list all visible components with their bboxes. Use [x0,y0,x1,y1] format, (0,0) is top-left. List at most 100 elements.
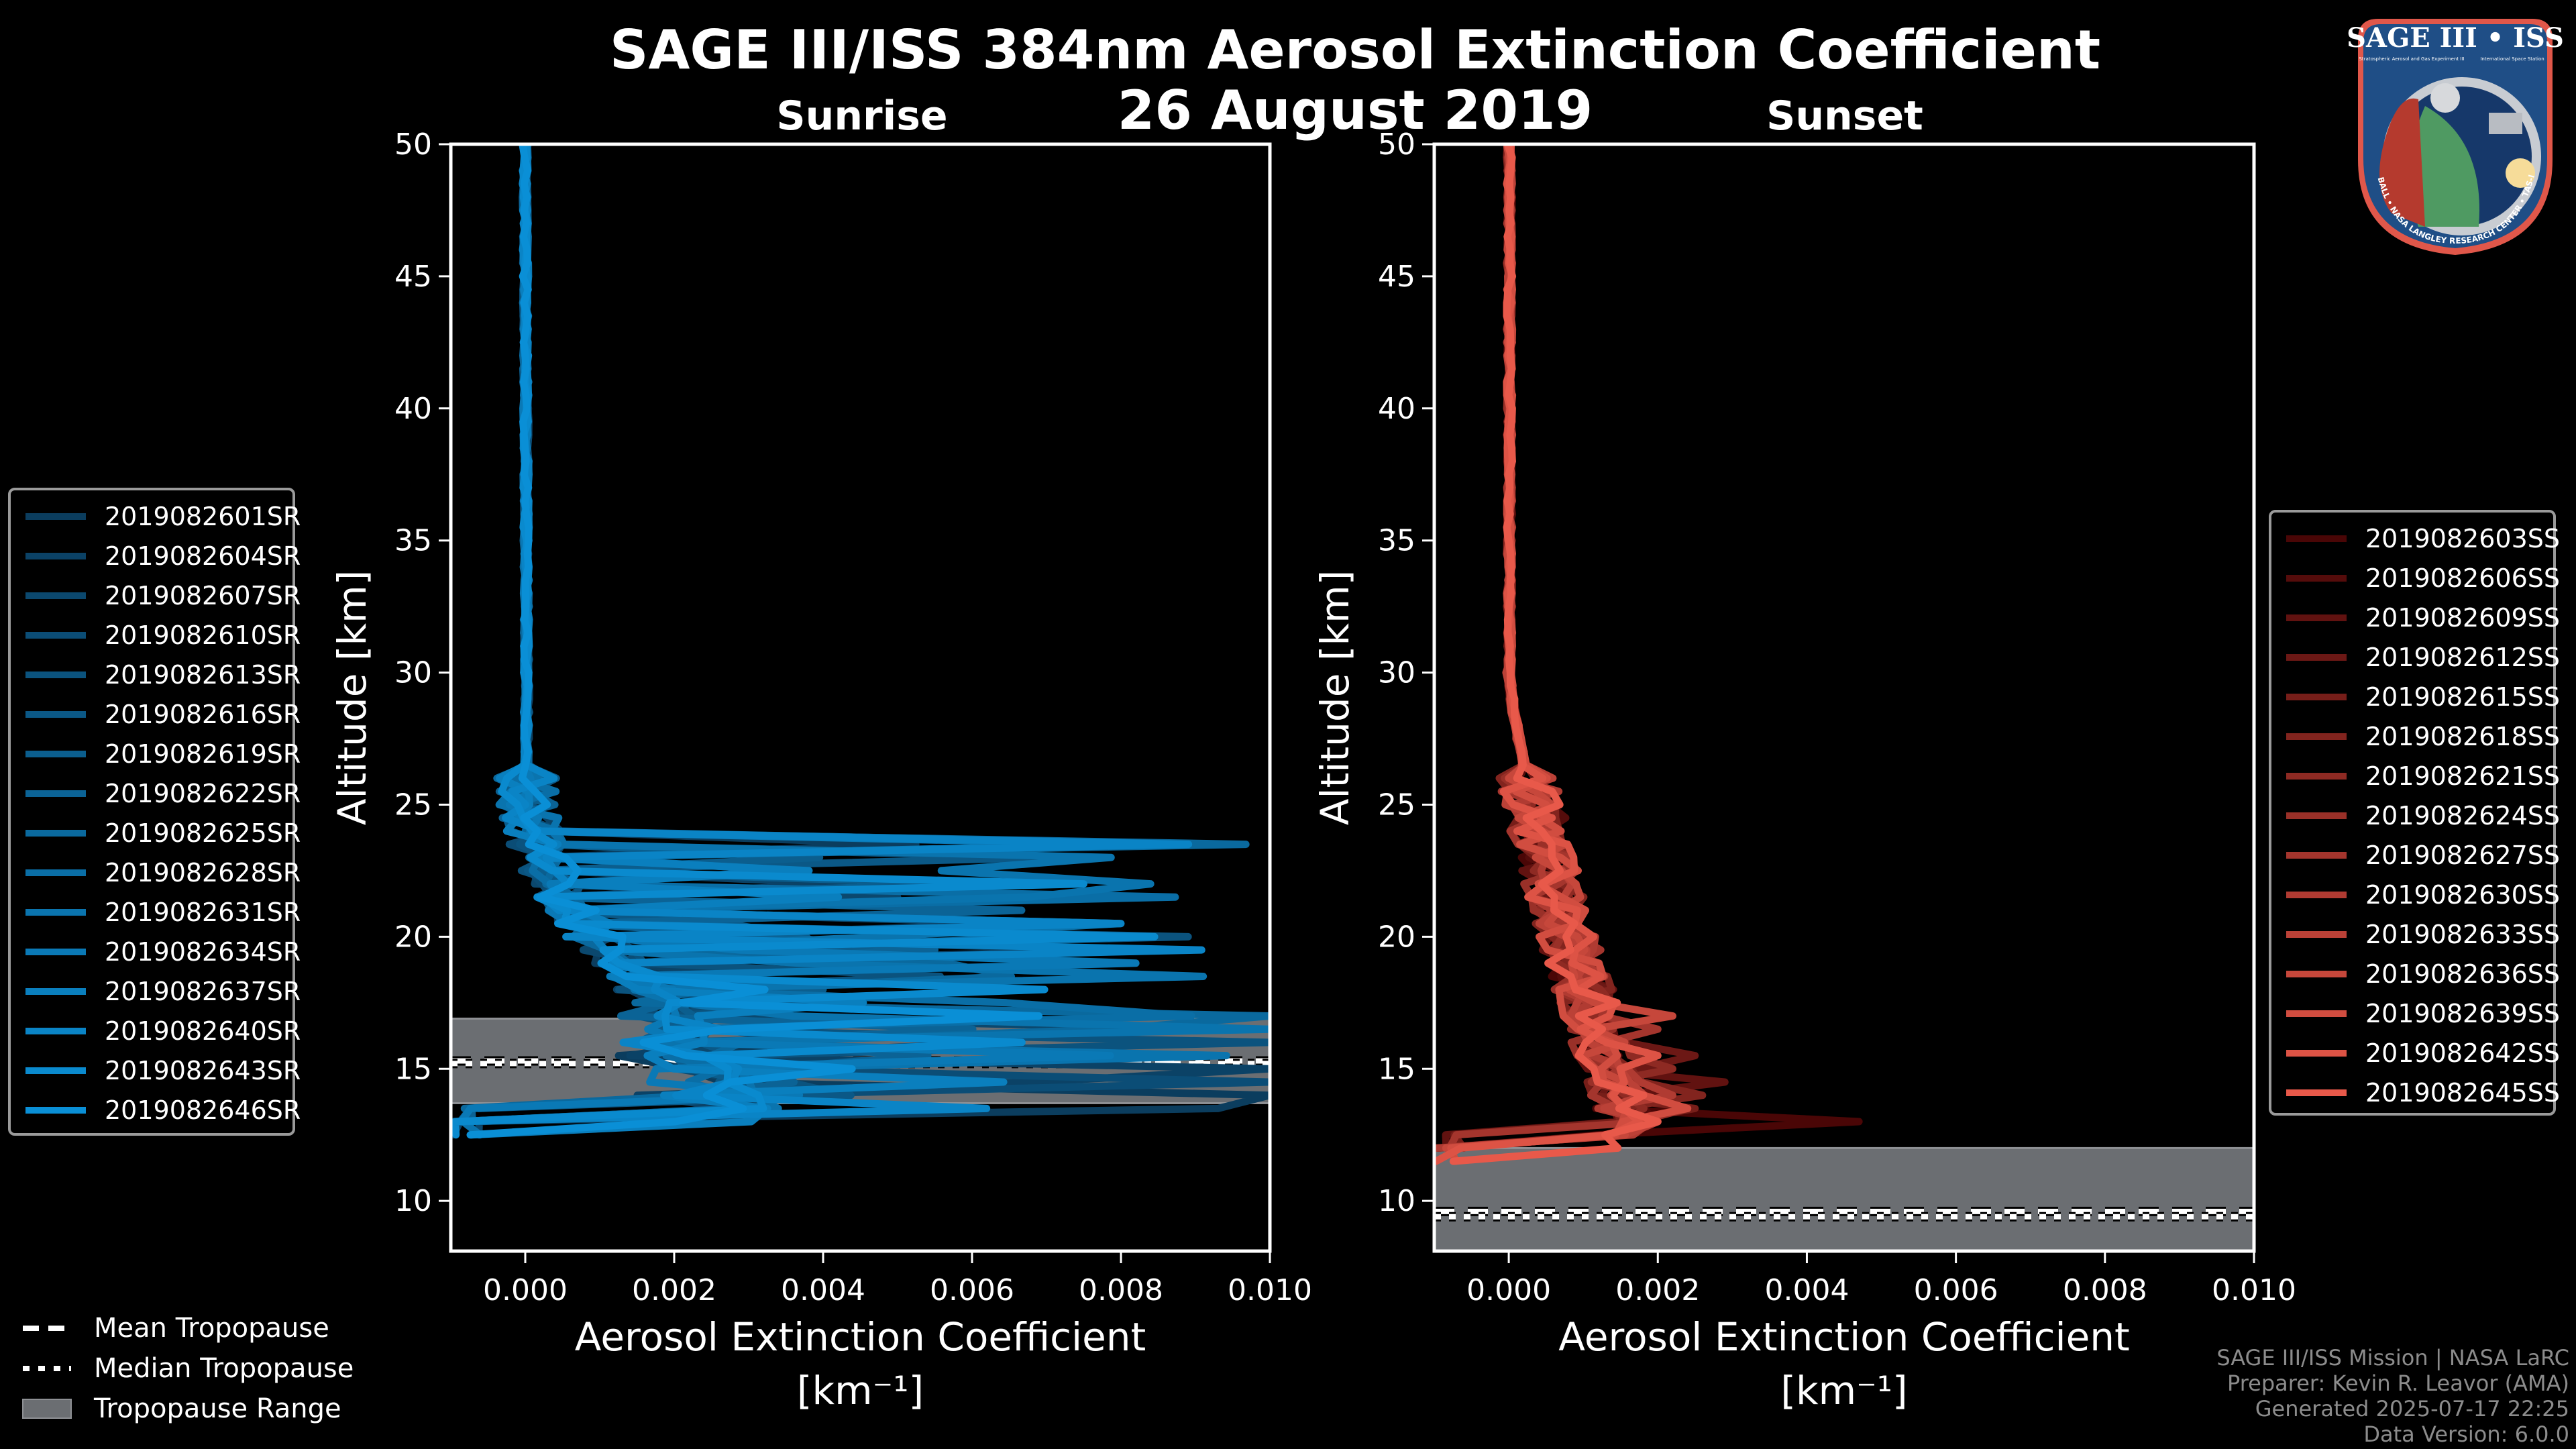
series-line-2019082627SS [1446,144,1662,1152]
iss-icon [2489,113,2522,134]
logo-subtitle-left: Stratospheric Aerosol and Gas Experiment… [2359,56,2464,62]
logo-title: SAGE III • ISS [2347,22,2564,54]
y-tick-label: 45 [394,260,432,294]
legend-label: 2019082639SS [2365,999,2561,1028]
x-tick-label: 0.010 [2212,1273,2296,1307]
legend-swatch [25,830,86,837]
legend-item: 2019082603SS [2271,519,2560,558]
tropopause-range-band [1434,1146,2254,1251]
legend-swatch [2286,812,2347,819]
legend-swatch [25,632,86,639]
legend-label: 2019082604SR [105,541,301,571]
series-line-2019082606SS [1434,144,1661,1152]
legend-item: 2019082637SR [11,972,301,1011]
legend-label: 2019082627SS [2365,841,2561,870]
x-axis-units: [km⁻¹] [1780,1368,1907,1413]
legend-label: 2019082640SR [105,1016,301,1046]
credits-version: Data Version: 6.0.0 [2363,1421,2569,1447]
legend-item: 2019082610SR [11,616,301,655]
legend-label: 2019082603SS [2365,524,2561,553]
legend-mean-tropopause: Mean Tropopause [20,1308,354,1348]
legend-label: 2019082613SR [105,660,301,690]
legend-label: 2019082642SS [2365,1038,2561,1068]
x-tick-label: 0.006 [930,1273,1014,1307]
legend-label: Mean Tropopause [94,1313,329,1344]
legend-median-tropopause: Median Tropopause [20,1348,354,1389]
legend-label: 2019082645SS [2365,1078,2561,1108]
legend-item: 2019082627SS [2271,836,2560,875]
legend-item: 2019082630SS [2271,875,2560,914]
wizard-figure [2379,98,2425,227]
legend-swatch [2286,931,2347,938]
legend-label: Median Tropopause [94,1353,354,1384]
legend-swatch [25,1107,86,1114]
legend-label: 2019082610SR [105,621,301,650]
y-tick-label: 30 [1378,656,1415,690]
series-group [1434,144,1863,1165]
legend-item: 2019082622SR [11,774,301,813]
legend-item: 2019082606SS [2271,559,2560,598]
credits-generated: Generated 2025-07-17 22:25 [2255,1396,2569,1421]
legend-label: 2019082646SR [105,1095,301,1125]
legend-item: 2019082612SS [2271,638,2560,677]
y-tick-label: 15 [1378,1052,1415,1086]
sage-iii-iss-logo: SAGE III • ISS Stratospheric Aerosol and… [2345,12,2564,255]
legend-swatch [2286,614,2347,621]
sunrise-legend: 2019082601SR 2019082604SR 2019082607SR 2019… [8,488,301,1136]
legend-item: 2019082643SR [11,1051,301,1090]
y-tick-label: 40 [1378,392,1415,426]
legend-swatch [25,1028,86,1034]
legend-label: 2019082609SS [2365,603,2561,633]
legend-item: 2019082645SS [2271,1073,2560,1112]
y-axis-label: Altitude [km] [1312,570,1358,825]
legend-item: 2019082621SS [2271,757,2560,796]
legend-item: 2019082609SS [2271,598,2560,637]
y-tick-label: 10 [1378,1184,1415,1218]
legend-swatch [2286,575,2347,582]
legend-item: 2019082607SR [11,576,301,615]
legend-label: 2019082637SR [105,977,301,1006]
series-line-2019082634SR [457,144,1140,1126]
y-tick-label: 30 [394,656,432,690]
x-tick-label: 0.002 [1615,1273,1700,1307]
legend-item: 2019082642SS [2271,1034,2560,1073]
legend-swatch [25,909,86,916]
legend-label: 2019082621SS [2365,761,2561,791]
legend-swatch [2286,852,2347,859]
legend-label: 2019082616SR [105,700,301,729]
legend-swatch [25,751,86,757]
legend-item: 2019082619SR [11,735,301,773]
legend-label: 2019082607SR [105,581,301,610]
credits-preparer: Preparer: Kevin R. Leavor (AMA) [2226,1371,2569,1396]
sunrise-panel: 0.000 0.002 0.004 0.006 0.008 0.010 10 15 20 25 30… [329,127,1312,1413]
legend-item: 2019082604SR [11,537,301,576]
chart-date: 26 August 2019 [1117,79,1593,142]
sunset-legend: 2019082603SS 2019082606SS 2019082609SS 2019… [2269,510,2560,1116]
y-tick-label: 15 [394,1052,432,1086]
legend-item: 2019082624SS [2271,796,2560,835]
logo-subtitle-right: International Space Station [2480,56,2544,62]
y-axis-label: Altitude [km] [329,570,375,825]
legend-label: 2019082630SS [2365,880,2561,910]
legend-swatch [25,553,86,559]
legend-label: 2019082634SR [105,937,301,967]
sunrise-panel-title: Sunrise [776,93,948,140]
y-tick-label: 40 [394,392,432,426]
legend-label: 2019082631SR [105,898,301,927]
axes-frame [449,142,1272,1253]
x-axis-units: [km⁻¹] [797,1368,924,1413]
legend-item: 2019082631SR [11,893,301,932]
credits: SAGE III/ISS Mission | NASA LaRC Prepare… [2216,1345,2569,1447]
legend-label: 2019082619SR [105,739,301,769]
y-tick-label: 45 [1378,260,1415,294]
legend-label: 2019082625SR [105,818,301,848]
legend-item: 2019082633SS [2271,915,2560,954]
series-group [451,144,1270,1139]
legend-label: 2019082636SS [2365,959,2561,989]
legend-swatch [25,790,86,797]
series-line-2019082646SR [466,144,1043,1139]
series-line-2019082630SS [1434,144,1676,1152]
y-tick-label: 35 [394,524,432,558]
y-tick-label: 50 [394,127,432,162]
legend-item: 2019082639SS [2271,994,2560,1033]
